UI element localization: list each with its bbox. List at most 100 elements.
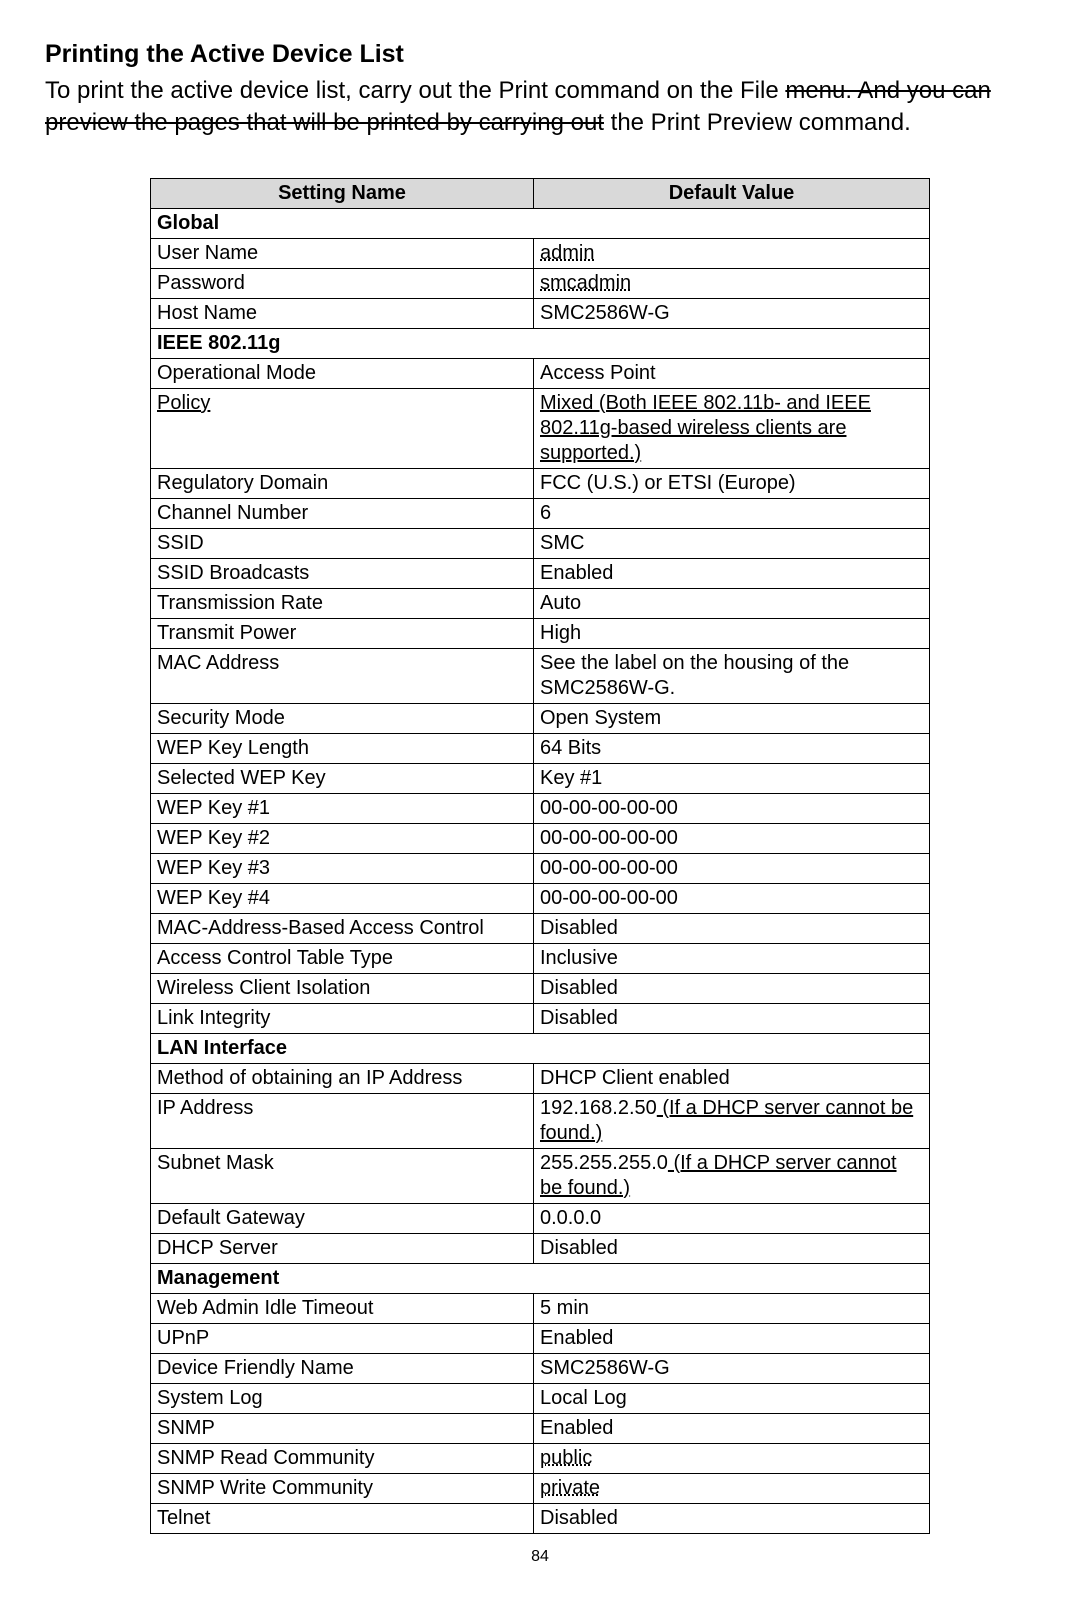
setting-label: Default Gateway — [151, 1203, 534, 1233]
table-row: WEP Key #300-00-00-00-00 — [151, 853, 930, 883]
setting-value: 0.0.0.0 — [534, 1203, 930, 1233]
setting-value: 00-00-00-00-00 — [534, 853, 930, 883]
setting-label: Link Integrity — [151, 1003, 534, 1033]
table-row: Method of obtaining an IP AddressDHCP Cl… — [151, 1063, 930, 1093]
page-number: 84 — [45, 1548, 1035, 1566]
setting-label: Web Admin Idle Timeout — [151, 1293, 534, 1323]
table-row: IP Address192.168.2.50 (If a DHCP server… — [151, 1093, 930, 1148]
intro-text-1: To print the active device list, carry o… — [45, 77, 785, 104]
setting-label: SSID Broadcasts — [151, 558, 534, 588]
setting-label: WEP Key #1 — [151, 793, 534, 823]
setting-value: 6 — [534, 498, 930, 528]
table-row: SSID BroadcastsEnabled — [151, 558, 930, 588]
intro-text-3: the Print Preview command. — [604, 109, 911, 136]
setting-value: Enabled — [534, 558, 930, 588]
setting-label: IP Address — [151, 1093, 534, 1148]
setting-label: Wireless Client Isolation — [151, 973, 534, 1003]
setting-label: Operational Mode — [151, 358, 534, 388]
setting-value: 5 min — [534, 1293, 930, 1323]
setting-value: Disabled — [534, 1503, 930, 1533]
setting-label: WEP Key #4 — [151, 883, 534, 913]
setting-label: SNMP Read Community — [151, 1443, 534, 1473]
setting-value: Open System — [534, 703, 930, 733]
setting-value: public — [534, 1443, 930, 1473]
table-row: SNMP Write Communityprivate — [151, 1473, 930, 1503]
setting-label: System Log — [151, 1383, 534, 1413]
setting-label: MAC-Address-Based Access Control — [151, 913, 534, 943]
setting-label: Access Control Table Type — [151, 943, 534, 973]
table-row: Regulatory DomainFCC (U.S.) or ETSI (Eur… — [151, 468, 930, 498]
table-row: Link IntegrityDisabled — [151, 1003, 930, 1033]
setting-value: Key #1 — [534, 763, 930, 793]
setting-label: Transmission Rate — [151, 588, 534, 618]
setting-value: 64 Bits — [534, 733, 930, 763]
setting-value: Disabled — [534, 913, 930, 943]
setting-label: Security Mode — [151, 703, 534, 733]
table-row: Operational ModeAccess Point — [151, 358, 930, 388]
setting-value: SMC2586W-G — [534, 1353, 930, 1383]
table-row: PolicyMixed (Both IEEE 802.11b- and IEEE… — [151, 388, 930, 468]
section-row: Management — [151, 1263, 930, 1293]
table-row: SNMPEnabled — [151, 1413, 930, 1443]
table-row: Host NameSMC2586W-G — [151, 298, 930, 328]
setting-value: Disabled — [534, 1003, 930, 1033]
table-row: User Nameadmin — [151, 238, 930, 268]
setting-label: Regulatory Domain — [151, 468, 534, 498]
table-row: UPnPEnabled — [151, 1323, 930, 1353]
setting-label: WEP Key #3 — [151, 853, 534, 883]
table-row: SSIDSMC — [151, 528, 930, 558]
setting-value: Disabled — [534, 973, 930, 1003]
table-row: Channel Number6 — [151, 498, 930, 528]
setting-value: Enabled — [534, 1413, 930, 1443]
setting-label: MAC Address — [151, 648, 534, 703]
setting-label: SNMP Write Community — [151, 1473, 534, 1503]
setting-label: Device Friendly Name — [151, 1353, 534, 1383]
setting-value: Auto — [534, 588, 930, 618]
setting-label: Host Name — [151, 298, 534, 328]
setting-label: Policy — [151, 388, 534, 468]
section-row: LAN Interface — [151, 1033, 930, 1063]
table-row: Transmit PowerHigh — [151, 618, 930, 648]
setting-value: SMC — [534, 528, 930, 558]
table-row: DHCP ServerDisabled — [151, 1233, 930, 1263]
table-row: Security ModeOpen System — [151, 703, 930, 733]
setting-value: See the label on the housing of the SMC2… — [534, 648, 930, 703]
settings-table: Setting Name Default Value Global User N… — [150, 178, 930, 1534]
table-row: MAC AddressSee the label on the housing … — [151, 648, 930, 703]
setting-label: Channel Number — [151, 498, 534, 528]
table-row: TelnetDisabled — [151, 1503, 930, 1533]
section-mgmt: Management — [151, 1263, 930, 1293]
setting-label: Transmit Power — [151, 618, 534, 648]
setting-value: 00-00-00-00-00 — [534, 883, 930, 913]
setting-label: User Name — [151, 238, 534, 268]
setting-value: 00-00-00-00-00 — [534, 823, 930, 853]
setting-label: Selected WEP Key — [151, 763, 534, 793]
table-row: System LogLocal Log — [151, 1383, 930, 1413]
setting-value: admin — [534, 238, 930, 268]
table-row: Subnet Mask255.255.255.0 (If a DHCP serv… — [151, 1148, 930, 1203]
setting-value: private — [534, 1473, 930, 1503]
setting-value: Access Point — [534, 358, 930, 388]
setting-label: SNMP — [151, 1413, 534, 1443]
table-row: Transmission RateAuto — [151, 588, 930, 618]
setting-value: Inclusive — [534, 943, 930, 973]
section-row: IEEE 802.11g — [151, 328, 930, 358]
setting-value: Local Log — [534, 1383, 930, 1413]
setting-value: 255.255.255.0 (If a DHCP server cannot b… — [534, 1148, 930, 1203]
table-row: Web Admin Idle Timeout5 min — [151, 1293, 930, 1323]
intro-paragraph: To print the active device list, carry o… — [45, 75, 1035, 140]
table-row: WEP Key #400-00-00-00-00 — [151, 883, 930, 913]
header-setting-name: Setting Name — [151, 178, 534, 208]
table-row: Default Gateway0.0.0.0 — [151, 1203, 930, 1233]
page-title: Printing the Active Device List — [45, 40, 1035, 69]
table-row: WEP Key Length64 Bits — [151, 733, 930, 763]
section-lan: LAN Interface — [151, 1033, 930, 1063]
table-row: Access Control Table TypeInclusive — [151, 943, 930, 973]
setting-value: Enabled — [534, 1323, 930, 1353]
table-row: WEP Key #200-00-00-00-00 — [151, 823, 930, 853]
table-row: Wireless Client IsolationDisabled — [151, 973, 930, 1003]
setting-value: 192.168.2.50 (If a DHCP server cannot be… — [534, 1093, 930, 1148]
setting-label: Password — [151, 268, 534, 298]
setting-label: Subnet Mask — [151, 1148, 534, 1203]
table-row: Selected WEP KeyKey #1 — [151, 763, 930, 793]
